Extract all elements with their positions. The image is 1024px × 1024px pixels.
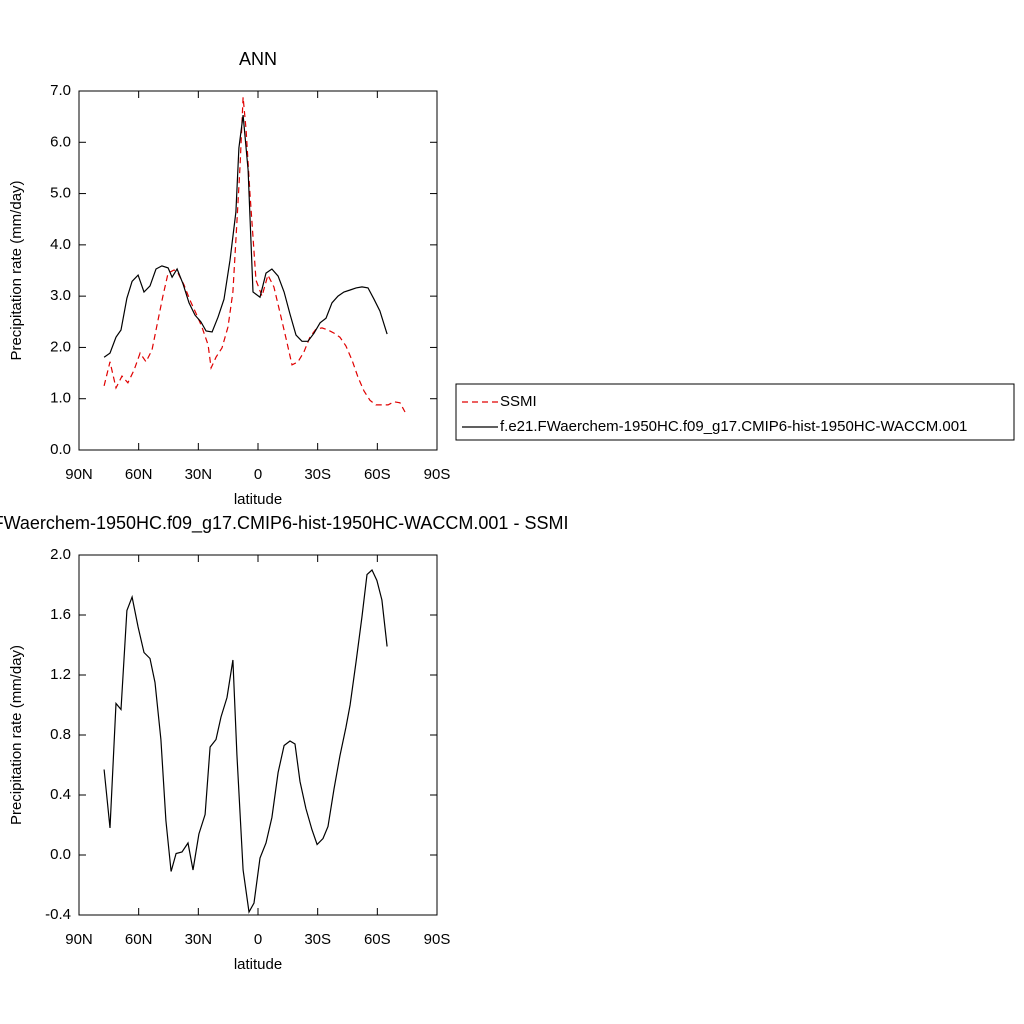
x-tick-label: 90S <box>424 466 451 483</box>
y-tick-label: 0.0 <box>50 441 71 458</box>
chart-title: f.e21.FWaerchem-1950HC.f09_g17.CMIP6-his… <box>0 513 568 534</box>
y-tick-label: 2.0 <box>50 338 71 355</box>
x-tick-label: 30S <box>304 466 331 483</box>
y-tick-label: 6.0 <box>50 133 71 150</box>
data-line <box>103 115 388 358</box>
x-tick-label: 90N <box>65 466 93 483</box>
x-tick-label: 30N <box>185 466 213 483</box>
x-tick-label: 60N <box>125 466 153 483</box>
y-tick-label: 1.6 <box>50 606 71 623</box>
x-tick-label: 60S <box>364 466 391 483</box>
legend-label: f.e21.FWaerchem-1950HC.f09_g17.CMIP6-his… <box>500 418 967 435</box>
x-tick-label: 90S <box>424 931 451 948</box>
y-tick-label: -0.4 <box>45 906 71 923</box>
x-axis-label: latitude <box>234 491 282 508</box>
x-tick-label: 0 <box>254 931 262 948</box>
y-axis-label: Precipitation rate (mm/day) <box>8 645 25 825</box>
legend-label: SSMI <box>500 393 537 410</box>
y-tick-label: 2.0 <box>50 546 71 563</box>
data-line <box>103 97 406 413</box>
x-tick-label: 0 <box>254 466 262 483</box>
x-tick-label: 30N <box>185 931 213 948</box>
data-line <box>103 569 388 914</box>
x-tick-label: 60S <box>364 931 391 948</box>
chart-title: ANN <box>239 49 277 69</box>
y-tick-label: 7.0 <box>50 82 71 99</box>
x-tick-label: 90N <box>65 931 93 948</box>
y-tick-label: 4.0 <box>50 236 71 253</box>
legend-box <box>455 383 1015 441</box>
y-tick-label: 0.0 <box>50 846 71 863</box>
y-tick-label: 5.0 <box>50 185 71 202</box>
y-tick-label: 1.0 <box>50 390 71 407</box>
x-tick-label: 30S <box>304 931 331 948</box>
x-axis-label: latitude <box>234 956 282 973</box>
y-tick-label: 0.4 <box>50 786 71 803</box>
y-tick-label: 0.8 <box>50 726 71 743</box>
y-axis-label: Precipitation rate (mm/day) <box>8 180 25 360</box>
x-tick-label: 60N <box>125 931 153 948</box>
plot-frame <box>78 90 438 451</box>
y-tick-label: 1.2 <box>50 666 71 683</box>
y-tick-label: 3.0 <box>50 287 71 304</box>
